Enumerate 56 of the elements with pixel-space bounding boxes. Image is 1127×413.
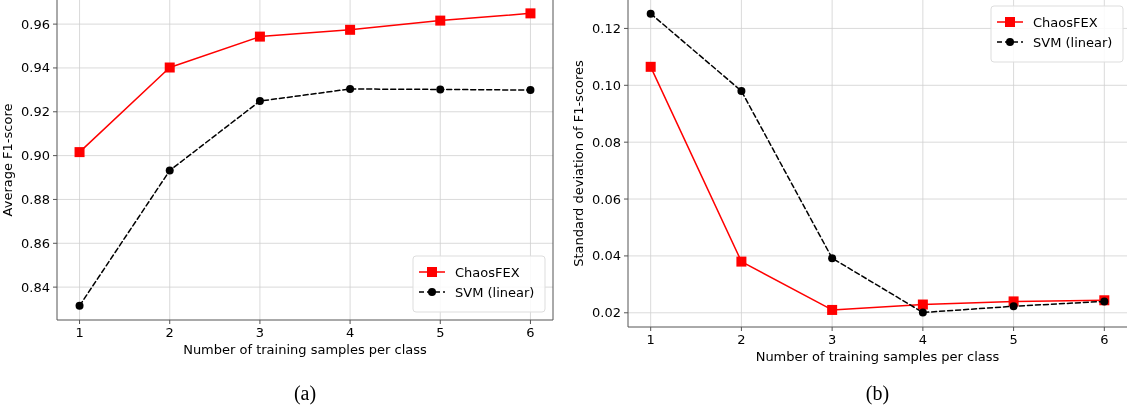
point (1009, 302, 1018, 311)
text: (b) (865, 382, 890, 405)
point (737, 86, 746, 95)
point (74, 147, 85, 158)
y-tick-label: 0.94 (21, 60, 50, 76)
point (646, 9, 655, 18)
point (918, 308, 927, 317)
point (255, 97, 264, 106)
y-tick-label: 0.84 (21, 279, 50, 295)
x-axis-title: Number of training samples per class (183, 342, 428, 357)
legend-label: SVM (linear) (1033, 34, 1113, 50)
point (736, 256, 747, 267)
point (827, 304, 838, 315)
y-tick-label: 0.92 (21, 104, 50, 120)
y-tick-label: 0.12 (592, 20, 621, 36)
x-axis-title: Number of training samples per class (755, 349, 1000, 364)
y-tick-label: 0.86 (21, 235, 50, 251)
x-tick-label: 3 (828, 332, 837, 347)
point (436, 85, 445, 94)
point (164, 62, 175, 73)
y-axis-title: Average F1-score (0, 103, 15, 217)
y-tick-label: 0.04 (592, 248, 621, 264)
point (345, 24, 356, 35)
x-tick-label: 5 (436, 325, 445, 340)
point (828, 254, 837, 263)
text: (a) (293, 382, 317, 405)
y-tick-label: 0.90 (21, 148, 50, 164)
legend-label: ChaosFEX (455, 264, 520, 280)
y-tick-label: 0.10 (592, 77, 621, 93)
y-tick-label: 0.96 (21, 16, 50, 32)
point (645, 61, 656, 72)
point (525, 8, 536, 19)
point (526, 86, 535, 95)
legend-label: ChaosFEX (1033, 14, 1098, 30)
y-tick-label: 0.08 (592, 134, 621, 150)
point (435, 15, 446, 26)
legend-label: SVM (linear) (455, 284, 535, 300)
point (917, 299, 928, 310)
x-tick-label: 6 (526, 325, 535, 340)
x-tick-label: 2 (165, 325, 174, 340)
x-tick-label: 6 (1100, 332, 1109, 347)
point (254, 31, 265, 42)
y-tick-label: 0.02 (592, 305, 621, 321)
y-tick-label: 0.06 (592, 191, 621, 207)
x-tick-label: 5 (1009, 332, 1018, 347)
y-tick-label: 0.88 (21, 192, 50, 207)
x-tick-label: 2 (737, 332, 746, 347)
x-tick-label: 4 (918, 332, 927, 347)
x-tick-label: 1 (75, 325, 84, 340)
point (75, 301, 84, 310)
x-tick-label: 3 (255, 325, 265, 340)
point (346, 84, 355, 93)
x-tick-label: 1 (646, 332, 655, 347)
x-tick-label: 4 (345, 325, 355, 340)
y-axis-title: Standard deviation of F1-scores (571, 59, 586, 267)
point (165, 166, 174, 175)
